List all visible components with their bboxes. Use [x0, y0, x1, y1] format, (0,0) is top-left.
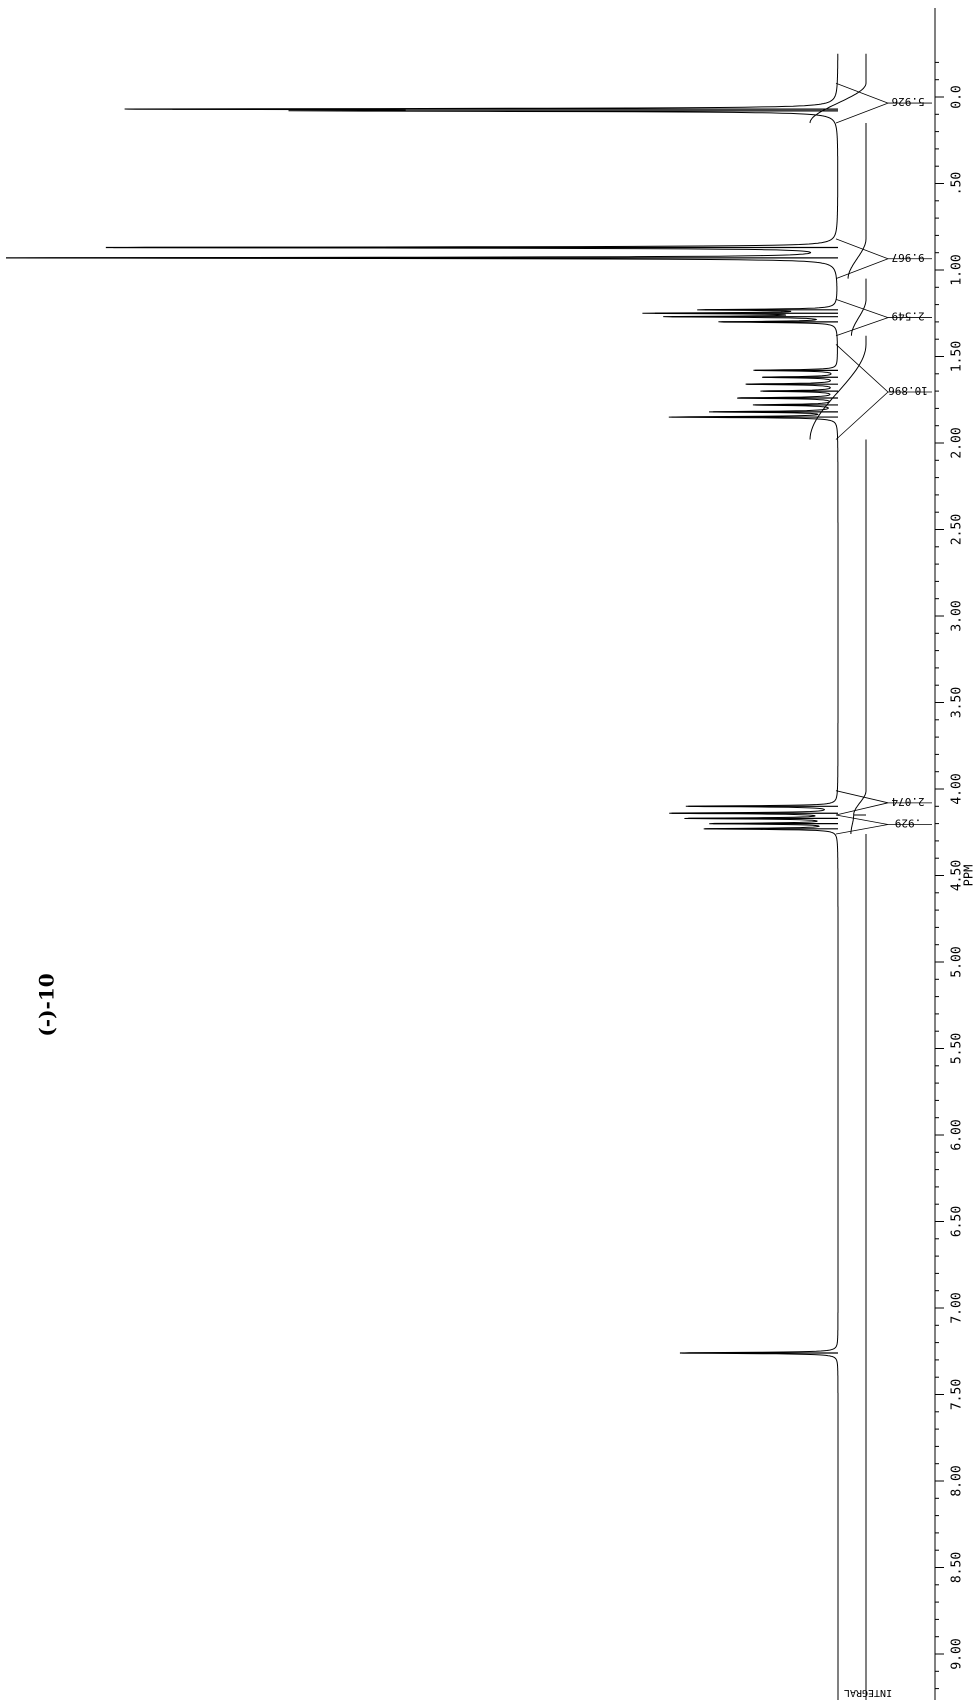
integral-bracket: [835, 790, 889, 816]
ppm-tick-label: 6.00: [950, 1119, 965, 1150]
ppm-axis-unit: PPM: [962, 865, 976, 887]
ppm-tick-label: 9.00: [950, 1638, 965, 1669]
spectrum-layer: [6, 53, 839, 1700]
integral-value-label: 9.967: [891, 251, 924, 264]
ppm-tick-label: 1.00: [950, 254, 965, 285]
integral-bracket: [835, 814, 889, 835]
ppm-tick-label: 2.50: [950, 514, 965, 545]
ppm-tick-label: 6.50: [950, 1206, 965, 1237]
ppm-tick-label: 7.00: [950, 1292, 965, 1323]
ppm-tick-label: 0.0: [950, 85, 965, 108]
ppm-tick-label: 5.00: [950, 946, 965, 977]
spectrum-trace: [15, 53, 839, 1700]
integral-value-label: 2.549: [891, 310, 924, 323]
ppm-tick-label: 1.50: [950, 341, 965, 372]
integral-value-label: 5.926: [891, 95, 924, 108]
ppm-axis: 0.0 .50 1.00 1.50 2.00 2.50 3.00 3.50 4.00 4.50 5.…: [934, 8, 976, 1700]
integral-layer: 5.926 9.967 2.549 10.896 2.074 .929: [809, 53, 932, 1700]
integral-trace: [809, 53, 867, 1700]
ppm-tick-label: 2.00: [950, 427, 965, 458]
ppm-tick-label: 5.50: [950, 1033, 965, 1064]
ppm-tick-label: .50: [950, 172, 965, 195]
ppm-tick-label: 4.50: [950, 860, 965, 891]
integral-trace-label: INTEGRAL: [844, 1687, 892, 1698]
integral-bracket: [835, 299, 890, 337]
ppm-tick-label: 8.50: [950, 1552, 965, 1583]
labels-layer: INTEGRAL (-)-10: [35, 973, 893, 1698]
ppm-tick-label: 7.50: [950, 1379, 965, 1410]
integral-bracket: [835, 344, 889, 440]
integral-bracket: [835, 238, 890, 279]
ppm-tick-label: 8.00: [950, 1465, 965, 1496]
integral-value-label: 2.074: [891, 795, 924, 808]
ppm-tick-label: 4.00: [950, 773, 965, 804]
chart-title: (-)-10: [35, 973, 59, 1036]
ppm-tick-label: 3.00: [950, 600, 965, 631]
integral-value-label: .929: [895, 817, 922, 830]
integral-value-label: 10.896: [888, 384, 928, 397]
ppm-tick-label: 3.50: [950, 687, 965, 718]
